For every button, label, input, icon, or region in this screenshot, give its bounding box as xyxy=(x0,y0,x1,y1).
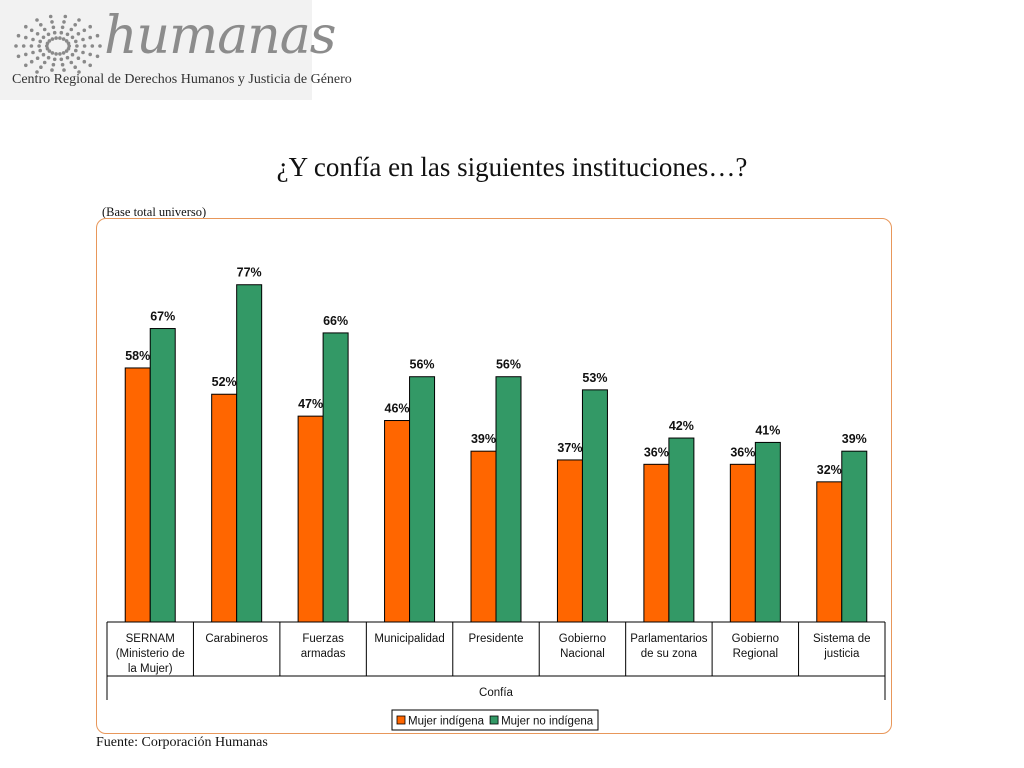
legend-entry: Mujer indígena xyxy=(408,716,485,728)
bar xyxy=(841,450,868,623)
bar xyxy=(409,376,436,623)
bar xyxy=(297,415,324,623)
bar xyxy=(211,393,238,623)
data-label: 42% xyxy=(669,419,694,433)
tick-label: Gobierno xyxy=(559,633,606,645)
data-label: 36% xyxy=(730,445,755,459)
dots-logo-icon xyxy=(14,14,102,74)
tick-label: Fuerzas xyxy=(302,633,344,645)
bar xyxy=(495,376,522,623)
data-label: 53% xyxy=(582,371,607,385)
bar xyxy=(729,463,756,623)
data-label: 67% xyxy=(150,310,175,324)
bar xyxy=(816,481,843,623)
tick-label: SERNAM xyxy=(126,633,175,645)
x-axis-label: Confía xyxy=(479,687,513,699)
legend-entry: Mujer no indígena xyxy=(501,716,594,728)
data-label: 39% xyxy=(842,432,867,446)
base-note: (Base total universo) xyxy=(102,205,207,219)
tick-label: Presidente xyxy=(469,633,524,645)
data-label: 39% xyxy=(471,432,496,446)
tick-label: Municipalidad xyxy=(374,633,444,645)
data-label: 66% xyxy=(323,314,348,328)
source-note: Fuente: Corporación Humanas xyxy=(96,735,268,750)
humanas-logo: humanas Centro Regional de Derechos Huma… xyxy=(0,0,352,100)
logo-wordmark: humanas xyxy=(104,6,336,66)
tick-label: Gobierno xyxy=(732,633,779,645)
tick-label: Parlamentarios xyxy=(630,633,708,645)
bar xyxy=(470,450,497,623)
data-label: 52% xyxy=(212,375,237,389)
tick-label: (Ministerio de xyxy=(116,648,185,660)
tick-label: Carabineros xyxy=(205,633,268,645)
data-label: 56% xyxy=(410,358,435,372)
legend-swatch xyxy=(396,715,406,725)
tick-label: armadas xyxy=(301,648,346,660)
data-label: 58% xyxy=(125,349,150,363)
data-label: 47% xyxy=(298,397,323,411)
bar xyxy=(236,284,263,623)
bar xyxy=(322,332,349,623)
logo-subtitle: Centro Regional de Derechos Humanos y Ju… xyxy=(12,72,352,87)
tick-label: Regional xyxy=(733,648,778,660)
legend-swatch xyxy=(489,715,499,725)
bar xyxy=(556,459,583,623)
bar xyxy=(643,463,670,623)
chart-frame xyxy=(96,218,892,734)
slide-title: ¿Y confía en las siguientes institucione… xyxy=(276,152,748,182)
data-label: 36% xyxy=(644,445,669,459)
tick-label: Nacional xyxy=(560,648,605,660)
data-label: 37% xyxy=(557,441,582,455)
tick-label: justicia xyxy=(823,648,860,660)
bar xyxy=(668,437,695,623)
data-label: 56% xyxy=(496,358,521,372)
bar xyxy=(124,367,151,623)
bar xyxy=(149,328,176,623)
tick-label: Sistema de xyxy=(813,633,871,645)
data-label: 32% xyxy=(817,463,842,477)
bar xyxy=(581,389,608,623)
data-label: 77% xyxy=(237,266,262,280)
data-label: 46% xyxy=(385,402,410,416)
data-label: 41% xyxy=(755,423,780,437)
tick-label: la Mujer) xyxy=(128,663,173,675)
bar xyxy=(384,420,411,623)
tick-label: de su zona xyxy=(641,648,698,660)
bar xyxy=(754,441,781,623)
